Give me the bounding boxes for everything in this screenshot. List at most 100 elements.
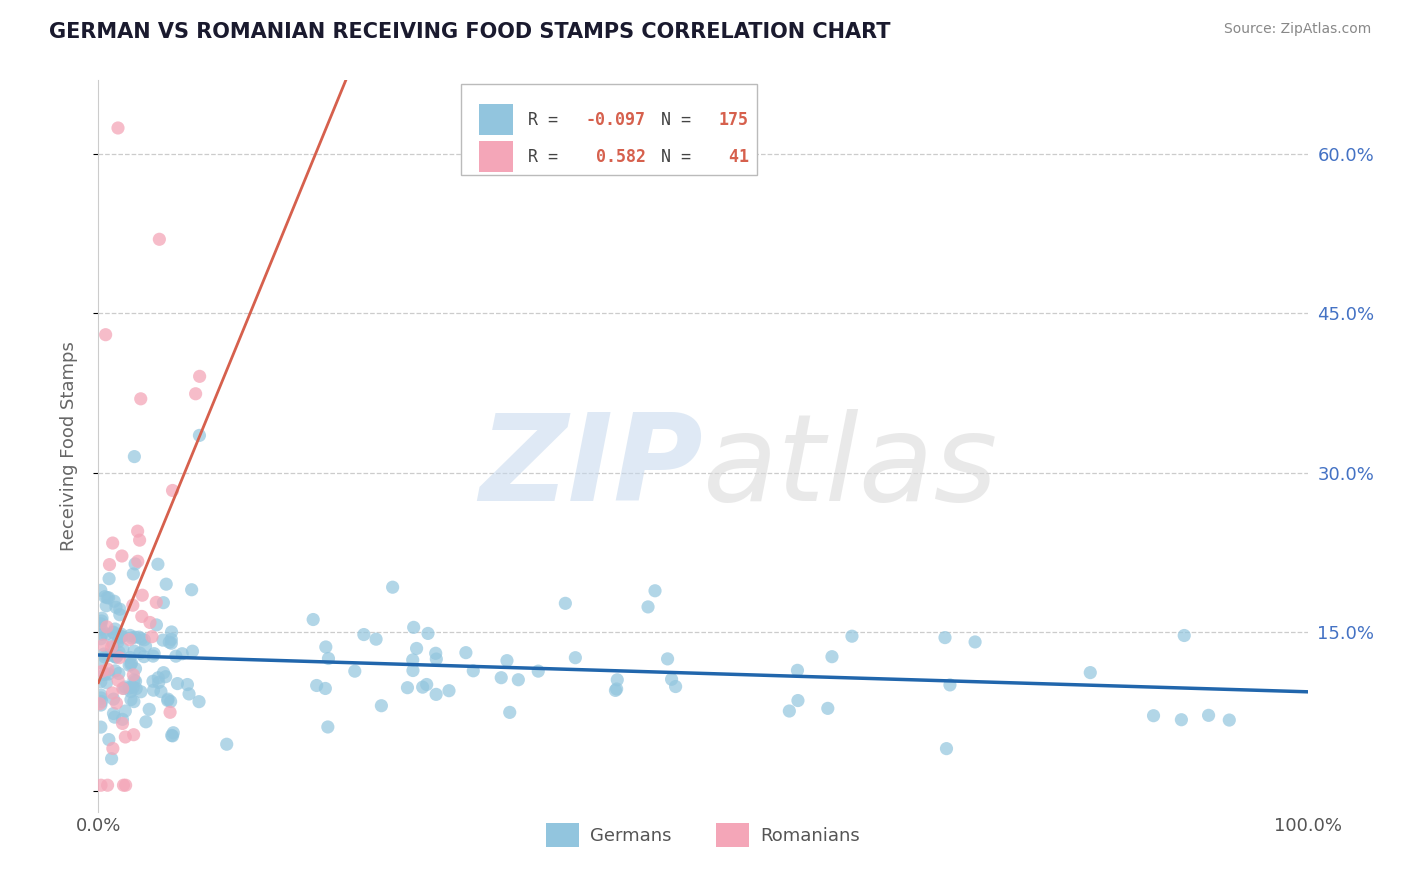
- Point: [499, 706, 522, 720]
- Point: [131, 609, 153, 624]
- Point: [104, 649, 127, 664]
- Point: [96, 620, 118, 634]
- Text: atlas: atlas: [703, 409, 998, 526]
- Point: [437, 683, 460, 698]
- Point: [97, 667, 120, 681]
- Point: [165, 649, 187, 664]
- Text: Source: ZipAtlas.com: Source: ZipAtlas.com: [1223, 22, 1371, 37]
- Point: [108, 631, 131, 645]
- Point: [821, 649, 844, 664]
- Point: [122, 566, 145, 581]
- Point: [554, 596, 576, 610]
- Point: [124, 674, 146, 689]
- Point: [124, 662, 146, 676]
- Point: [416, 626, 439, 640]
- Point: [114, 680, 136, 694]
- Point: [120, 657, 142, 672]
- Point: [305, 678, 328, 692]
- Point: [527, 664, 550, 678]
- Point: [111, 641, 134, 656]
- Point: [564, 650, 586, 665]
- Point: [148, 671, 170, 685]
- Point: [156, 693, 179, 707]
- Point: [108, 602, 131, 616]
- Point: [370, 698, 392, 713]
- Point: [90, 583, 112, 598]
- Point: [412, 680, 434, 694]
- Point: [104, 650, 127, 665]
- Point: [101, 686, 124, 700]
- Point: [160, 636, 183, 650]
- Point: [110, 627, 132, 641]
- Point: [1198, 708, 1220, 723]
- Point: [101, 637, 124, 651]
- Point: [122, 695, 145, 709]
- Point: [318, 651, 340, 665]
- Point: [96, 627, 118, 641]
- Point: [162, 483, 184, 498]
- Point: [152, 665, 174, 680]
- Point: [129, 392, 152, 406]
- Point: [107, 635, 129, 649]
- Point: [101, 648, 124, 663]
- Y-axis label: Receiving Food Stamps: Receiving Food Stamps: [59, 341, 77, 551]
- Point: [155, 577, 177, 591]
- Point: [1142, 708, 1164, 723]
- Point: [188, 695, 211, 709]
- Point: [160, 624, 183, 639]
- FancyBboxPatch shape: [479, 141, 513, 172]
- Point: [93, 667, 115, 681]
- Point: [415, 677, 437, 691]
- Point: [939, 678, 962, 692]
- Point: [129, 646, 152, 660]
- Point: [965, 635, 987, 649]
- Point: [90, 698, 112, 712]
- Point: [96, 599, 118, 613]
- Point: [120, 628, 142, 642]
- Point: [89, 697, 111, 711]
- Point: [139, 615, 162, 630]
- Point: [934, 631, 956, 645]
- Point: [149, 684, 172, 698]
- Point: [127, 524, 149, 538]
- Point: [128, 533, 150, 548]
- Point: [90, 778, 112, 792]
- Point: [1218, 713, 1240, 727]
- Point: [118, 632, 141, 647]
- Point: [156, 692, 179, 706]
- Point: [657, 652, 679, 666]
- Point: [159, 706, 181, 720]
- Point: [135, 639, 157, 653]
- Point: [463, 664, 485, 678]
- Point: [100, 640, 122, 654]
- Point: [122, 673, 145, 687]
- Point: [131, 632, 153, 646]
- Point: [96, 591, 118, 605]
- Point: [180, 582, 202, 597]
- Point: [314, 681, 336, 696]
- Point: [127, 554, 149, 568]
- Point: [162, 729, 184, 743]
- Point: [148, 675, 170, 690]
- Text: -0.097: -0.097: [586, 111, 645, 128]
- Point: [661, 673, 683, 687]
- Point: [91, 638, 114, 652]
- Point: [103, 625, 125, 640]
- Point: [125, 681, 148, 696]
- Point: [107, 673, 129, 688]
- Point: [110, 630, 132, 644]
- Point: [129, 684, 152, 698]
- Point: [665, 680, 688, 694]
- Point: [172, 647, 194, 661]
- Point: [111, 630, 134, 644]
- Point: [146, 558, 169, 572]
- Text: N =: N =: [661, 147, 710, 166]
- Point: [101, 536, 124, 550]
- Point: [107, 666, 129, 681]
- Point: [343, 664, 366, 678]
- Point: [90, 720, 112, 734]
- Point: [316, 720, 339, 734]
- Point: [157, 635, 180, 649]
- Point: [181, 644, 204, 658]
- Point: [405, 641, 427, 656]
